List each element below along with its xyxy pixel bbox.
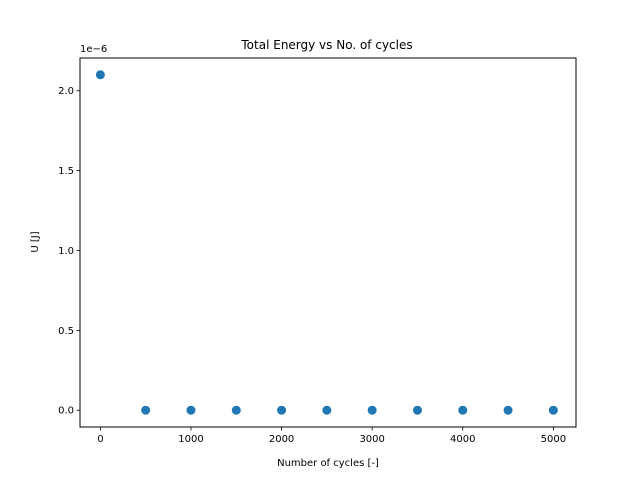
data-point <box>141 405 151 415</box>
y-tick-label: 0.0 <box>58 406 74 417</box>
x-tick-label: 4000 <box>450 434 475 445</box>
data-point <box>322 405 332 415</box>
y-offset-label: 1e−6 <box>80 44 107 55</box>
data-point <box>231 405 241 415</box>
y-tick-label: 0.5 <box>58 326 74 337</box>
y-tick-label: 1.0 <box>58 246 74 257</box>
data-point <box>95 70 105 80</box>
y-tick-label: 2.0 <box>58 86 74 97</box>
x-tick-label: 2000 <box>269 434 294 445</box>
chart-title: Total Energy vs No. of cycles <box>240 38 412 52</box>
x-tick-label: 5000 <box>541 434 566 445</box>
data-point <box>458 405 468 415</box>
y-axis-ticks: 0.0 0.5 1.0 1.5 2.0 <box>58 86 80 417</box>
y-tick-label: 1.5 <box>58 166 74 177</box>
data-point <box>277 405 287 415</box>
x-tick-label: 1000 <box>178 434 203 445</box>
x-tick-label: 3000 <box>359 434 384 445</box>
x-axis-label: Number of cycles [-] <box>277 458 379 469</box>
x-tick-label: 0 <box>97 434 103 445</box>
data-point <box>412 405 422 415</box>
data-point <box>503 405 513 415</box>
data-point <box>548 405 558 415</box>
data-points <box>95 70 558 415</box>
data-point <box>186 405 196 415</box>
plot-frame <box>79 57 577 428</box>
y-axis-label: U [J] <box>30 231 41 252</box>
data-point <box>367 405 377 415</box>
x-axis-ticks: 0 1000 2000 3000 4000 5000 <box>97 427 566 445</box>
